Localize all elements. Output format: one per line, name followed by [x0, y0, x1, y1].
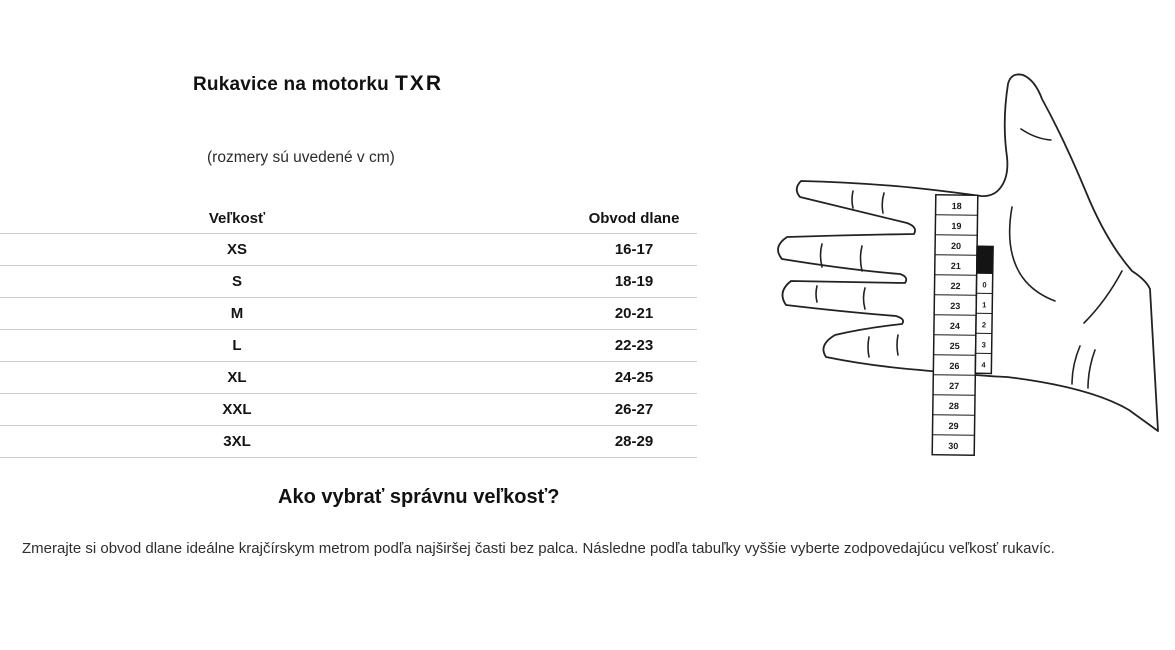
svg-text:22: 22: [950, 281, 960, 291]
svg-text:25: 25: [950, 341, 960, 351]
tape-numbers: 18 19 20 21 22 23 24 25 26 27 28 29 30: [948, 201, 962, 451]
units-note: (rozmery sú uvedené v cm): [207, 149, 395, 166]
svg-text:1: 1: [982, 300, 986, 309]
tape-start-overlap: 0 1 2 3 4: [974, 245, 994, 375]
svg-text:3: 3: [982, 340, 986, 349]
size-cell: M: [230, 305, 244, 322]
tape-cell-lines: [932, 214, 978, 436]
svg-text:4: 4: [981, 360, 986, 369]
range-cell: 26-27: [614, 401, 654, 418]
table-row: S 18-19: [0, 266, 697, 298]
hand-measuring-tape-illustration: 18 19 20 21 22 23 24 25 26 27 28 29 30: [755, 60, 1175, 460]
page-title: Rukavice na motorku TXR: [193, 72, 443, 96]
svg-text:20: 20: [951, 241, 961, 251]
table-row: M 20-21: [0, 298, 697, 330]
size-table: Veľkosť Obvod dlane XS 16-17 S 18-19 M 2…: [0, 203, 697, 458]
range-cell: 18-19: [614, 273, 654, 290]
table-row: L 22-23: [0, 330, 697, 362]
tape-end-cap: [976, 245, 994, 275]
measurement-instructions: Zmerajte si obvod dlane ideálne krajčírs…: [22, 540, 1055, 557]
svg-text:28: 28: [949, 401, 959, 411]
table-row: XS 16-17: [0, 234, 697, 266]
size-cell: 3XL: [223, 433, 251, 450]
table-row: XL 24-25: [0, 362, 697, 394]
size-cell: XL: [227, 369, 247, 386]
svg-text:27: 27: [949, 381, 959, 391]
column-header-circumference: Obvod dlane: [588, 210, 680, 227]
range-cell: 20-21: [614, 305, 654, 322]
size-cell: XS: [226, 241, 247, 258]
size-cell: S: [231, 273, 242, 290]
column-header-size: Veľkosť: [208, 210, 266, 227]
svg-text:26: 26: [949, 361, 959, 371]
size-cell: L: [232, 337, 242, 354]
table-row: XXL 26-27: [0, 394, 697, 426]
svg-text:19: 19: [951, 221, 961, 231]
page-title-text: Rukavice na motorku: [193, 74, 389, 95]
measuring-tape: 18 19 20 21 22 23 24 25 26 27 28 29 30: [931, 193, 994, 457]
range-cell: 28-29: [614, 433, 654, 450]
svg-text:24: 24: [950, 321, 960, 331]
hand-crease-lines: [815, 128, 1123, 389]
svg-text:30: 30: [948, 441, 958, 451]
brand-name: TXR: [394, 72, 443, 95]
size-table-header: Veľkosť Obvod dlane: [0, 203, 697, 234]
svg-text:2: 2: [982, 320, 986, 329]
svg-text:23: 23: [950, 301, 960, 311]
svg-text:29: 29: [949, 421, 959, 431]
table-row: 3XL 28-29: [0, 426, 697, 458]
hand-illustration-svg: 18 19 20 21 22 23 24 25 26 27 28 29 30: [777, 73, 1159, 457]
range-cell: 22-23: [614, 337, 654, 354]
svg-text:0: 0: [982, 280, 986, 289]
how-to-choose-heading: Ako vybrať správnu veľkosť?: [278, 486, 560, 508]
size-cell: XXL: [222, 401, 252, 418]
range-cell: 24-25: [614, 369, 654, 386]
svg-text:18: 18: [952, 201, 962, 211]
svg-text:21: 21: [951, 261, 961, 271]
range-cell: 16-17: [614, 241, 654, 258]
